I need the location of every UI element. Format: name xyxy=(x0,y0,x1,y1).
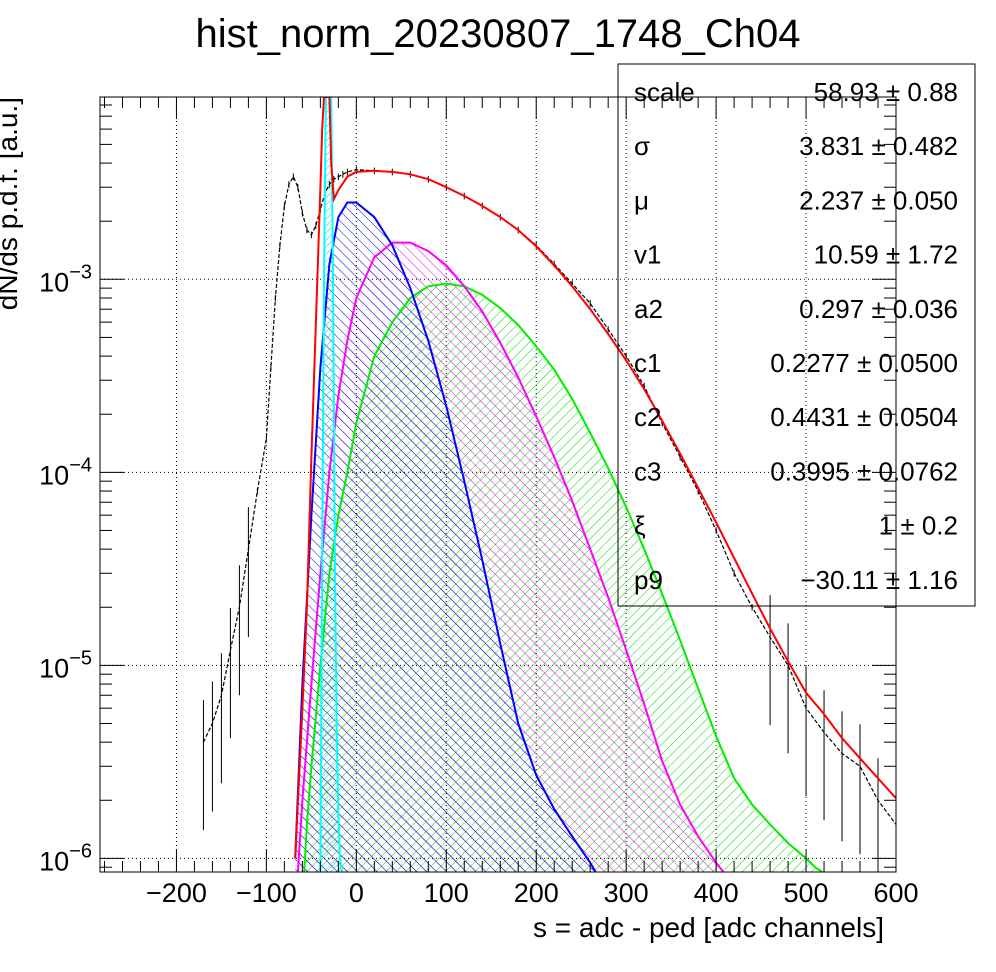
stats-param-value: 3.831 ± 0.482 xyxy=(799,131,958,161)
stats-param-name: ξ xyxy=(634,511,646,541)
stats-param-name: c2 xyxy=(634,402,661,432)
fit-stats-box: scale 58.93 ± 0.88 σ 3.831 ± 0.482 μ 2.237 ± … xyxy=(617,63,976,607)
series-lines xyxy=(202,97,896,872)
y-tick-labels: 10−6 10−5 10−4 10−3 xyxy=(39,261,92,876)
y-tick-label: 10−4 xyxy=(39,454,92,490)
x-tick-label: 300 xyxy=(604,878,649,908)
stats-param-name: c3 xyxy=(634,456,661,486)
total-fit-line xyxy=(294,97,896,859)
stats-param-value: 0.4431 ± 0.0504 xyxy=(770,402,958,432)
stats-param-value: 1 ± 0.2 xyxy=(879,511,958,541)
y-tick-label: 10−5 xyxy=(39,647,92,683)
stats-param-value: −30.11 ± 1.16 xyxy=(800,565,958,595)
x-tick-label: 600 xyxy=(873,878,918,908)
stats-param-name: p9 xyxy=(634,565,663,595)
pedestal-component-line xyxy=(319,97,343,872)
stats-param-name: v1 xyxy=(634,240,661,270)
y-axis-title: dN/ds p.d.f. [a.u.] xyxy=(0,97,23,310)
axis-ticks xyxy=(100,97,897,872)
x-tick-label: 100 xyxy=(424,878,469,908)
stats-param-value: 2.237 ± 0.050 xyxy=(799,185,958,215)
stats-param-name: c1 xyxy=(634,348,661,378)
2-pe-component-line xyxy=(296,241,725,872)
x-tick-label: 0 xyxy=(349,878,364,908)
stats-rows: scale 58.93 ± 0.88 σ 3.831 ± 0.482 μ 2.237 ± … xyxy=(634,77,958,595)
stats-param-name: μ xyxy=(634,185,649,215)
y-tick-label: 10−3 xyxy=(39,261,92,297)
x-tick-label: 200 xyxy=(514,878,559,908)
x-tick-labels: −200 −100 0 100 200 300 400 500 600 xyxy=(146,878,918,908)
grid-lines xyxy=(100,97,897,872)
stats-param-value: 10.59 ± 1.72 xyxy=(814,240,958,270)
stats-param-name: a2 xyxy=(634,294,663,324)
3-pe-component-line xyxy=(303,282,823,872)
x-tick-label: 400 xyxy=(694,878,739,908)
stats-param-name: scale xyxy=(634,77,695,107)
x-tick-label: −100 xyxy=(236,878,297,908)
pedestal-component-fill xyxy=(320,97,342,872)
x-tick-label: 500 xyxy=(784,878,829,908)
x-axis-title: s = adc - ped [adc channels] xyxy=(533,912,884,943)
plot-frame xyxy=(99,96,897,873)
stats-param-value: 58.93 ± 0.88 xyxy=(814,77,958,107)
stats-param-value: 0.2277 ± 0.0500 xyxy=(770,348,958,378)
stats-param-value: 0.297 ± 0.036 xyxy=(799,294,958,324)
1-pe-component-line xyxy=(294,201,597,872)
y-tick-label: 10−6 xyxy=(39,840,92,876)
chart-title: hist_norm_20230807_1748_Ch04 xyxy=(196,12,801,56)
x-tick-label: −200 xyxy=(146,878,207,908)
plot-area xyxy=(202,97,896,872)
stats-param-name: σ xyxy=(634,131,650,161)
stats-box-frame xyxy=(617,63,976,607)
stats-param-value: 0.3995 ± 0.0762 xyxy=(770,456,958,486)
